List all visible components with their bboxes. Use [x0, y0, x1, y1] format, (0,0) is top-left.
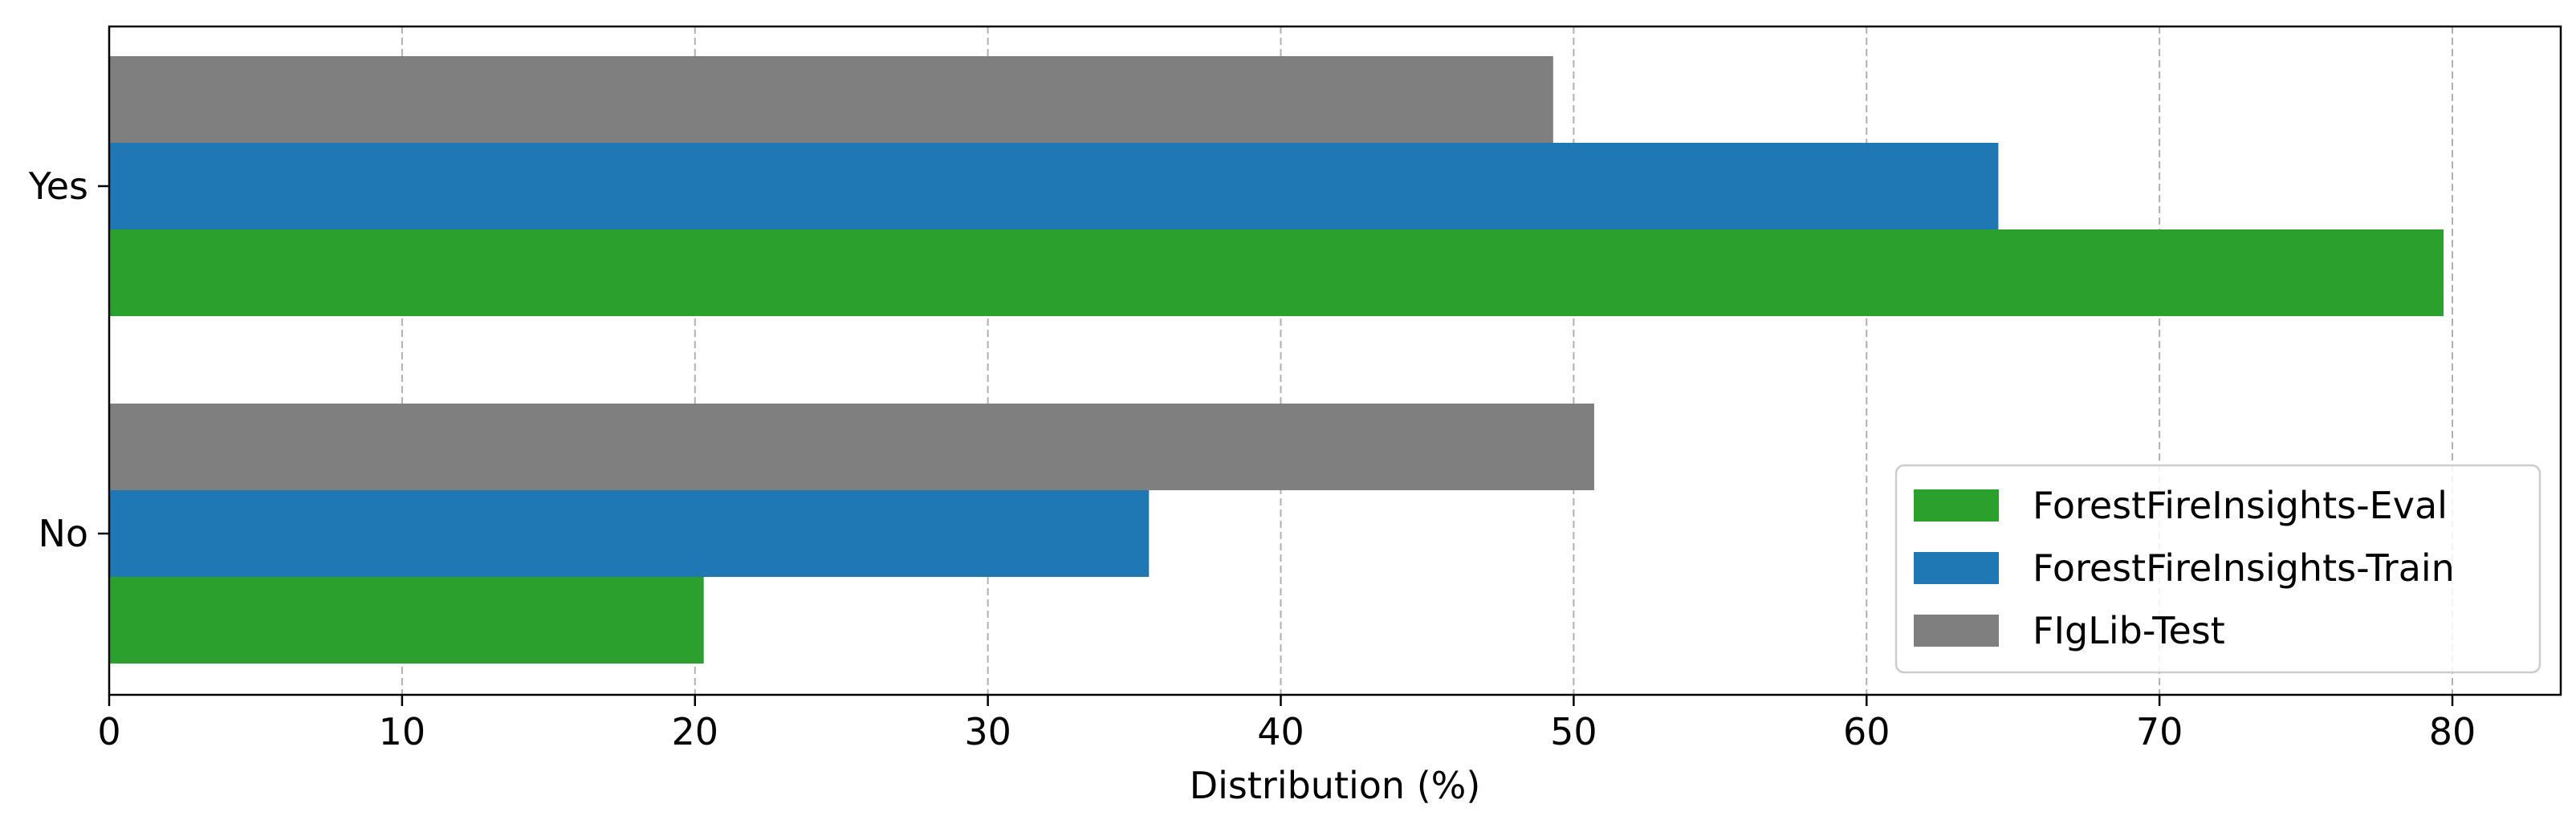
x-tick-label-30: 30 [964, 710, 1011, 753]
bars [109, 56, 2444, 664]
x-axis-label: Distribution (%) [1190, 764, 1481, 807]
legend: ForestFireInsights-Eval ForestFireInsight… [1894, 464, 2541, 674]
plot-frame [108, 25, 2562, 696]
x-tick-label-80: 80 [2429, 710, 2476, 753]
legend-swatch-2 [1914, 552, 1999, 584]
y-tick-label-no: No [38, 512, 88, 555]
bar-yes-forestfireinsights-eval [109, 229, 2444, 316]
legend-swatch-1 [1914, 489, 1999, 522]
x-tick-label-40: 40 [1257, 710, 1304, 753]
bar-no-forestfireinsights-train [109, 490, 1150, 577]
legend-swatch-3 [1914, 615, 1999, 647]
x-tick-label-0: 0 [97, 710, 120, 753]
legend-label-1: ForestFireInsights-Eval [2033, 484, 2448, 527]
x-tick-label-50: 50 [1550, 710, 1597, 753]
legend-box [1894, 464, 2541, 674]
bar-yes-figlib-test [109, 56, 1553, 143]
x-tick-label-10: 10 [379, 710, 426, 753]
legend-label-2: ForestFireInsights-Train [2033, 546, 2455, 590]
y-axis-ticks: Yes No [28, 164, 109, 555]
legend-label-3: FIgLib-Test [2033, 609, 2225, 652]
x-tick-label-70: 70 [2136, 710, 2183, 753]
x-axis-ticks: 0 10 20 30 40 50 60 70 80 [97, 695, 2476, 753]
bar-no-forestfireinsights-eval [109, 577, 704, 664]
x-tick-label-20: 20 [671, 710, 718, 753]
bar-yes-forestfireinsights-train [109, 143, 1999, 229]
x-tick-label-60: 60 [1843, 710, 1890, 753]
bar-no-figlib-test [109, 404, 1594, 490]
y-tick-label-yes: Yes [28, 164, 88, 208]
